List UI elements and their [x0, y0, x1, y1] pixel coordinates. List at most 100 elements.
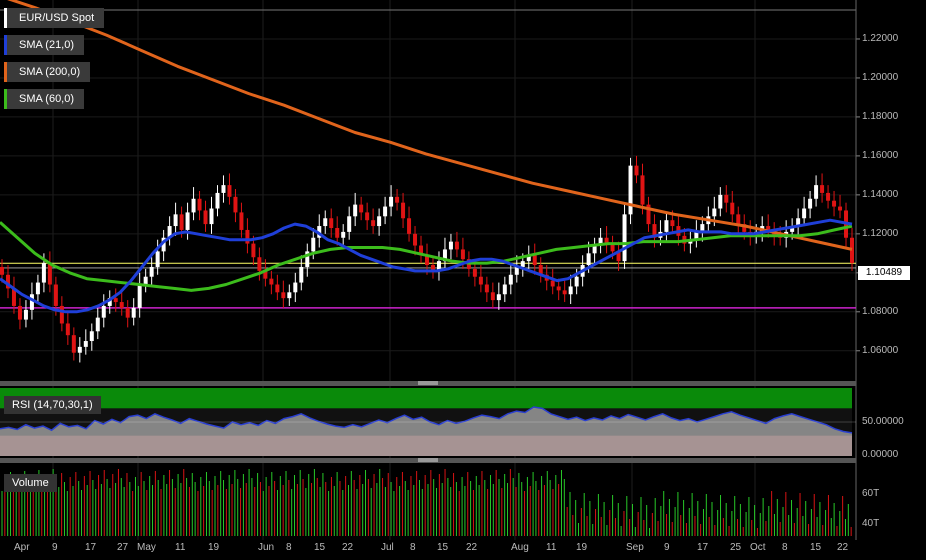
y-tick-label: 1.06000 [862, 344, 899, 356]
candle-body-62 [371, 220, 376, 227]
candle-body-76 [454, 241, 459, 250]
sma60-line [0, 221, 853, 292]
x-tick-label: 8 [782, 542, 788, 553]
candle-body-23 [137, 284, 142, 308]
candle-body-77 [460, 249, 465, 260]
x-tick-label: 27 [117, 542, 129, 553]
candle-body-3 [17, 305, 22, 320]
candle-body-105 [628, 165, 633, 215]
candle-body-74 [442, 249, 447, 262]
x-tick-label: Apr [14, 542, 30, 553]
volume-tick-60t: 60T [862, 488, 880, 499]
candle-body-16 [95, 317, 100, 332]
candle-body-54 [323, 218, 328, 227]
candle-body-1 [5, 274, 10, 289]
sma21-line [0, 218, 853, 314]
rsi-overbought-zone [0, 388, 852, 409]
candle-body-44 [263, 270, 268, 279]
candle-body-8 [47, 263, 52, 285]
legend-sma60[interactable]: SMA (60,0) [4, 89, 85, 109]
y-tick-label: 1.22000 [862, 32, 899, 44]
candle-body-15 [89, 331, 94, 342]
candle-body-71 [425, 255, 429, 266]
candle-body-45 [269, 278, 274, 285]
candle-body-100 [598, 237, 603, 246]
legend-sma21[interactable]: SMA (21,0) [4, 35, 85, 55]
legend-sma200[interactable]: SMA (200,0) [4, 62, 91, 82]
rsi-panel [0, 388, 856, 456]
candle-body-0 [0, 266, 4, 275]
volume-label[interactable]: Volume [4, 474, 57, 492]
candle-body-104 [622, 214, 627, 262]
candle-body-41 [245, 229, 250, 244]
candle-body-83 [496, 294, 501, 301]
candle-body-24 [143, 276, 148, 285]
candle-body-87 [520, 261, 525, 267]
candle-body-86 [514, 266, 519, 275]
candle-body-35 [209, 208, 214, 225]
y-tick-label: 1.08000 [862, 305, 899, 317]
candle-body-142 [850, 237, 854, 264]
candle-body-107 [640, 175, 645, 205]
x-tick-label: 15 [810, 542, 822, 553]
x-tick-label: 9 [664, 542, 670, 553]
candle-body-2 [11, 288, 16, 306]
x-tick-label: 22 [342, 542, 354, 553]
candle-body-49 [293, 282, 298, 293]
x-tick-label: 19 [576, 542, 588, 553]
candle-body-47 [281, 292, 286, 299]
candle-body-112 [670, 220, 675, 227]
candle-body-50 [299, 266, 304, 283]
x-tick-label: 15 [314, 542, 326, 553]
candle-body-99 [592, 245, 597, 254]
candle-body-79 [472, 268, 477, 277]
candle-body-48 [287, 292, 292, 299]
candle-body-70 [419, 245, 424, 256]
candle-body-117 [700, 224, 705, 232]
candle-body-27 [161, 237, 166, 252]
panel-dividers [0, 381, 856, 463]
candle-body-111 [664, 220, 669, 232]
legend-symbol[interactable]: EUR/USD Spot [4, 8, 105, 28]
candle-body-133 [796, 218, 801, 227]
x-tick-label: Oct [750, 542, 766, 553]
moving-averages [0, 0, 853, 314]
candle-body-43 [257, 257, 262, 271]
candle-body-68 [407, 218, 412, 234]
y-tick-label: 1.12000 [862, 227, 899, 239]
candle-body-95 [568, 286, 573, 295]
candle-body-33 [197, 198, 202, 211]
last-price-label: 1.10489 [858, 266, 910, 280]
y-tick-label: 1.14000 [862, 188, 899, 200]
candle-body-38 [227, 185, 232, 197]
candle-body-19 [113, 298, 118, 303]
candle-body-119 [712, 208, 717, 217]
candle-body-132 [790, 226, 795, 232]
candle-body-57 [341, 231, 346, 238]
candle-body-69 [413, 233, 418, 246]
candle-body-55 [329, 218, 334, 228]
candle-body-106 [634, 165, 639, 176]
candle-body-5 [29, 294, 34, 310]
candle-body-36 [215, 192, 220, 209]
candle-body-40 [239, 212, 244, 230]
candle-body-61 [365, 212, 370, 221]
x-tick-label: 22 [837, 542, 849, 553]
candle-body-12 [71, 335, 76, 353]
candle-body-63 [377, 216, 382, 227]
rsi-label[interactable]: RSI (14,70,30,1) [4, 396, 101, 414]
x-tick-label: 8 [286, 542, 292, 553]
candle-body-20 [119, 302, 124, 308]
y-tick-label: 1.18000 [862, 110, 899, 122]
candle-body-128 [766, 226, 771, 230]
candle-body-94 [562, 290, 567, 295]
candle-body-93 [556, 286, 561, 291]
candle-body-75 [448, 241, 453, 250]
candle-body-29 [173, 214, 178, 227]
candle-body-140 [838, 206, 843, 211]
volume-bars [1, 469, 852, 536]
candle-body-22 [131, 307, 136, 318]
candle-body-82 [490, 292, 495, 301]
y-tick-label: 1.16000 [862, 149, 899, 161]
